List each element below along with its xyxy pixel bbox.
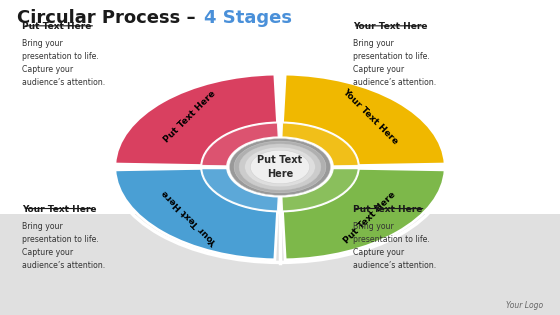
Wedge shape — [115, 168, 278, 260]
Circle shape — [234, 141, 326, 193]
Wedge shape — [202, 168, 278, 211]
Text: 4 Stages: 4 Stages — [204, 9, 292, 27]
Text: Your Logo: Your Logo — [506, 301, 543, 310]
Text: Bring your
presentation to life.
Capture your
audience’s attention.: Bring your presentation to life. Capture… — [353, 222, 436, 270]
Text: Bring your
presentation to life.
Capture your
audience’s attention.: Bring your presentation to life. Capture… — [353, 39, 436, 87]
Wedge shape — [282, 168, 358, 211]
Wedge shape — [202, 123, 278, 166]
Wedge shape — [282, 123, 358, 166]
Text: Bring your
presentation to life.
Capture your
audience’s attention.: Bring your presentation to life. Capture… — [22, 222, 106, 270]
Circle shape — [239, 144, 321, 190]
Circle shape — [230, 139, 330, 195]
Text: Your Text Here: Your Text Here — [353, 22, 427, 31]
Text: Circular Process –: Circular Process – — [17, 9, 202, 27]
Text: Put Text Here: Put Text Here — [353, 205, 422, 214]
Text: Your Text Here: Your Text Here — [160, 188, 220, 247]
Bar — [0, 214, 560, 315]
Text: Your Text Here: Your Text Here — [22, 205, 97, 214]
Circle shape — [250, 150, 310, 184]
Circle shape — [245, 147, 315, 187]
Text: Your Text Here: Your Text Here — [340, 87, 400, 146]
Wedge shape — [282, 168, 445, 260]
Text: Put Text Here: Put Text Here — [22, 22, 92, 31]
Wedge shape — [115, 74, 278, 166]
Text: Bring your
presentation to life.
Capture your
audience’s attention.: Bring your presentation to life. Capture… — [22, 39, 106, 87]
Text: Put Text Here: Put Text Here — [342, 190, 398, 245]
Wedge shape — [282, 74, 445, 166]
Text: Put Text
Here: Put Text Here — [258, 155, 302, 179]
Text: Put Text Here: Put Text Here — [162, 89, 218, 144]
